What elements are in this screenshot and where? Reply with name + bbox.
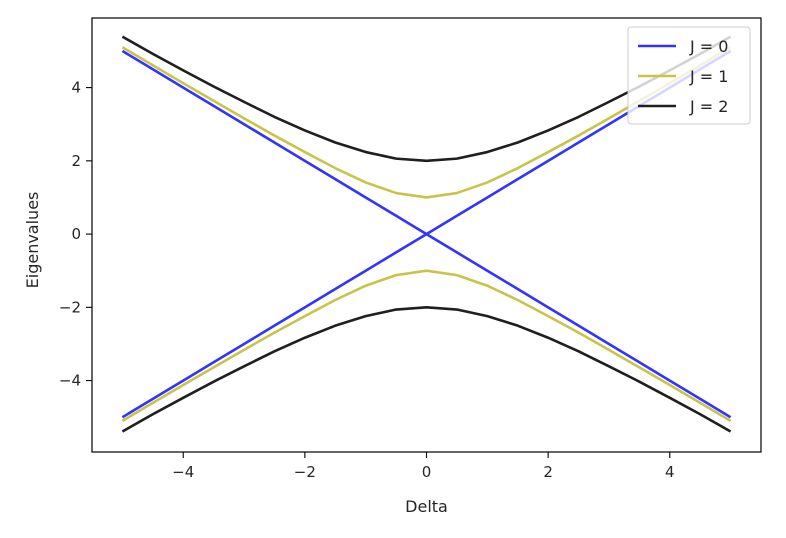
legend-label-0: J = 0 <box>689 37 728 56</box>
legend-label-1: J = 1 <box>689 67 728 86</box>
y-tick-label: 2 <box>71 152 81 170</box>
y-tick-label: −4 <box>59 372 81 390</box>
series-2-lower-line <box>121 306 732 433</box>
legend-label-2: J = 2 <box>689 97 728 116</box>
x-tick-label: −4 <box>172 463 194 481</box>
x-tick-label: 2 <box>543 463 553 481</box>
series-1-lower-line <box>121 269 732 422</box>
series-0-lower-line <box>121 232 732 419</box>
x-axis: −4 −2 0 2 4 <box>172 452 675 481</box>
y-tick-label: −2 <box>59 298 81 316</box>
y-tick-label: 0 <box>71 225 81 243</box>
x-tick-label: 4 <box>665 463 675 481</box>
legend-items: J = 0 J = 1 J = 2 <box>638 37 728 116</box>
y-axis-label: Eigenvalues <box>23 192 42 289</box>
legend-box <box>627 26 751 125</box>
x-axis-label: Delta <box>405 497 448 516</box>
y-axis: −4 −2 0 2 4 <box>59 79 92 390</box>
legend: J = 0 J = 1 J = 2 <box>627 26 751 125</box>
x-tick-label: 0 <box>422 463 432 481</box>
x-tick-label: −2 <box>294 463 316 481</box>
plot-lines <box>121 35 732 433</box>
y-tick-label: 4 <box>71 79 81 97</box>
